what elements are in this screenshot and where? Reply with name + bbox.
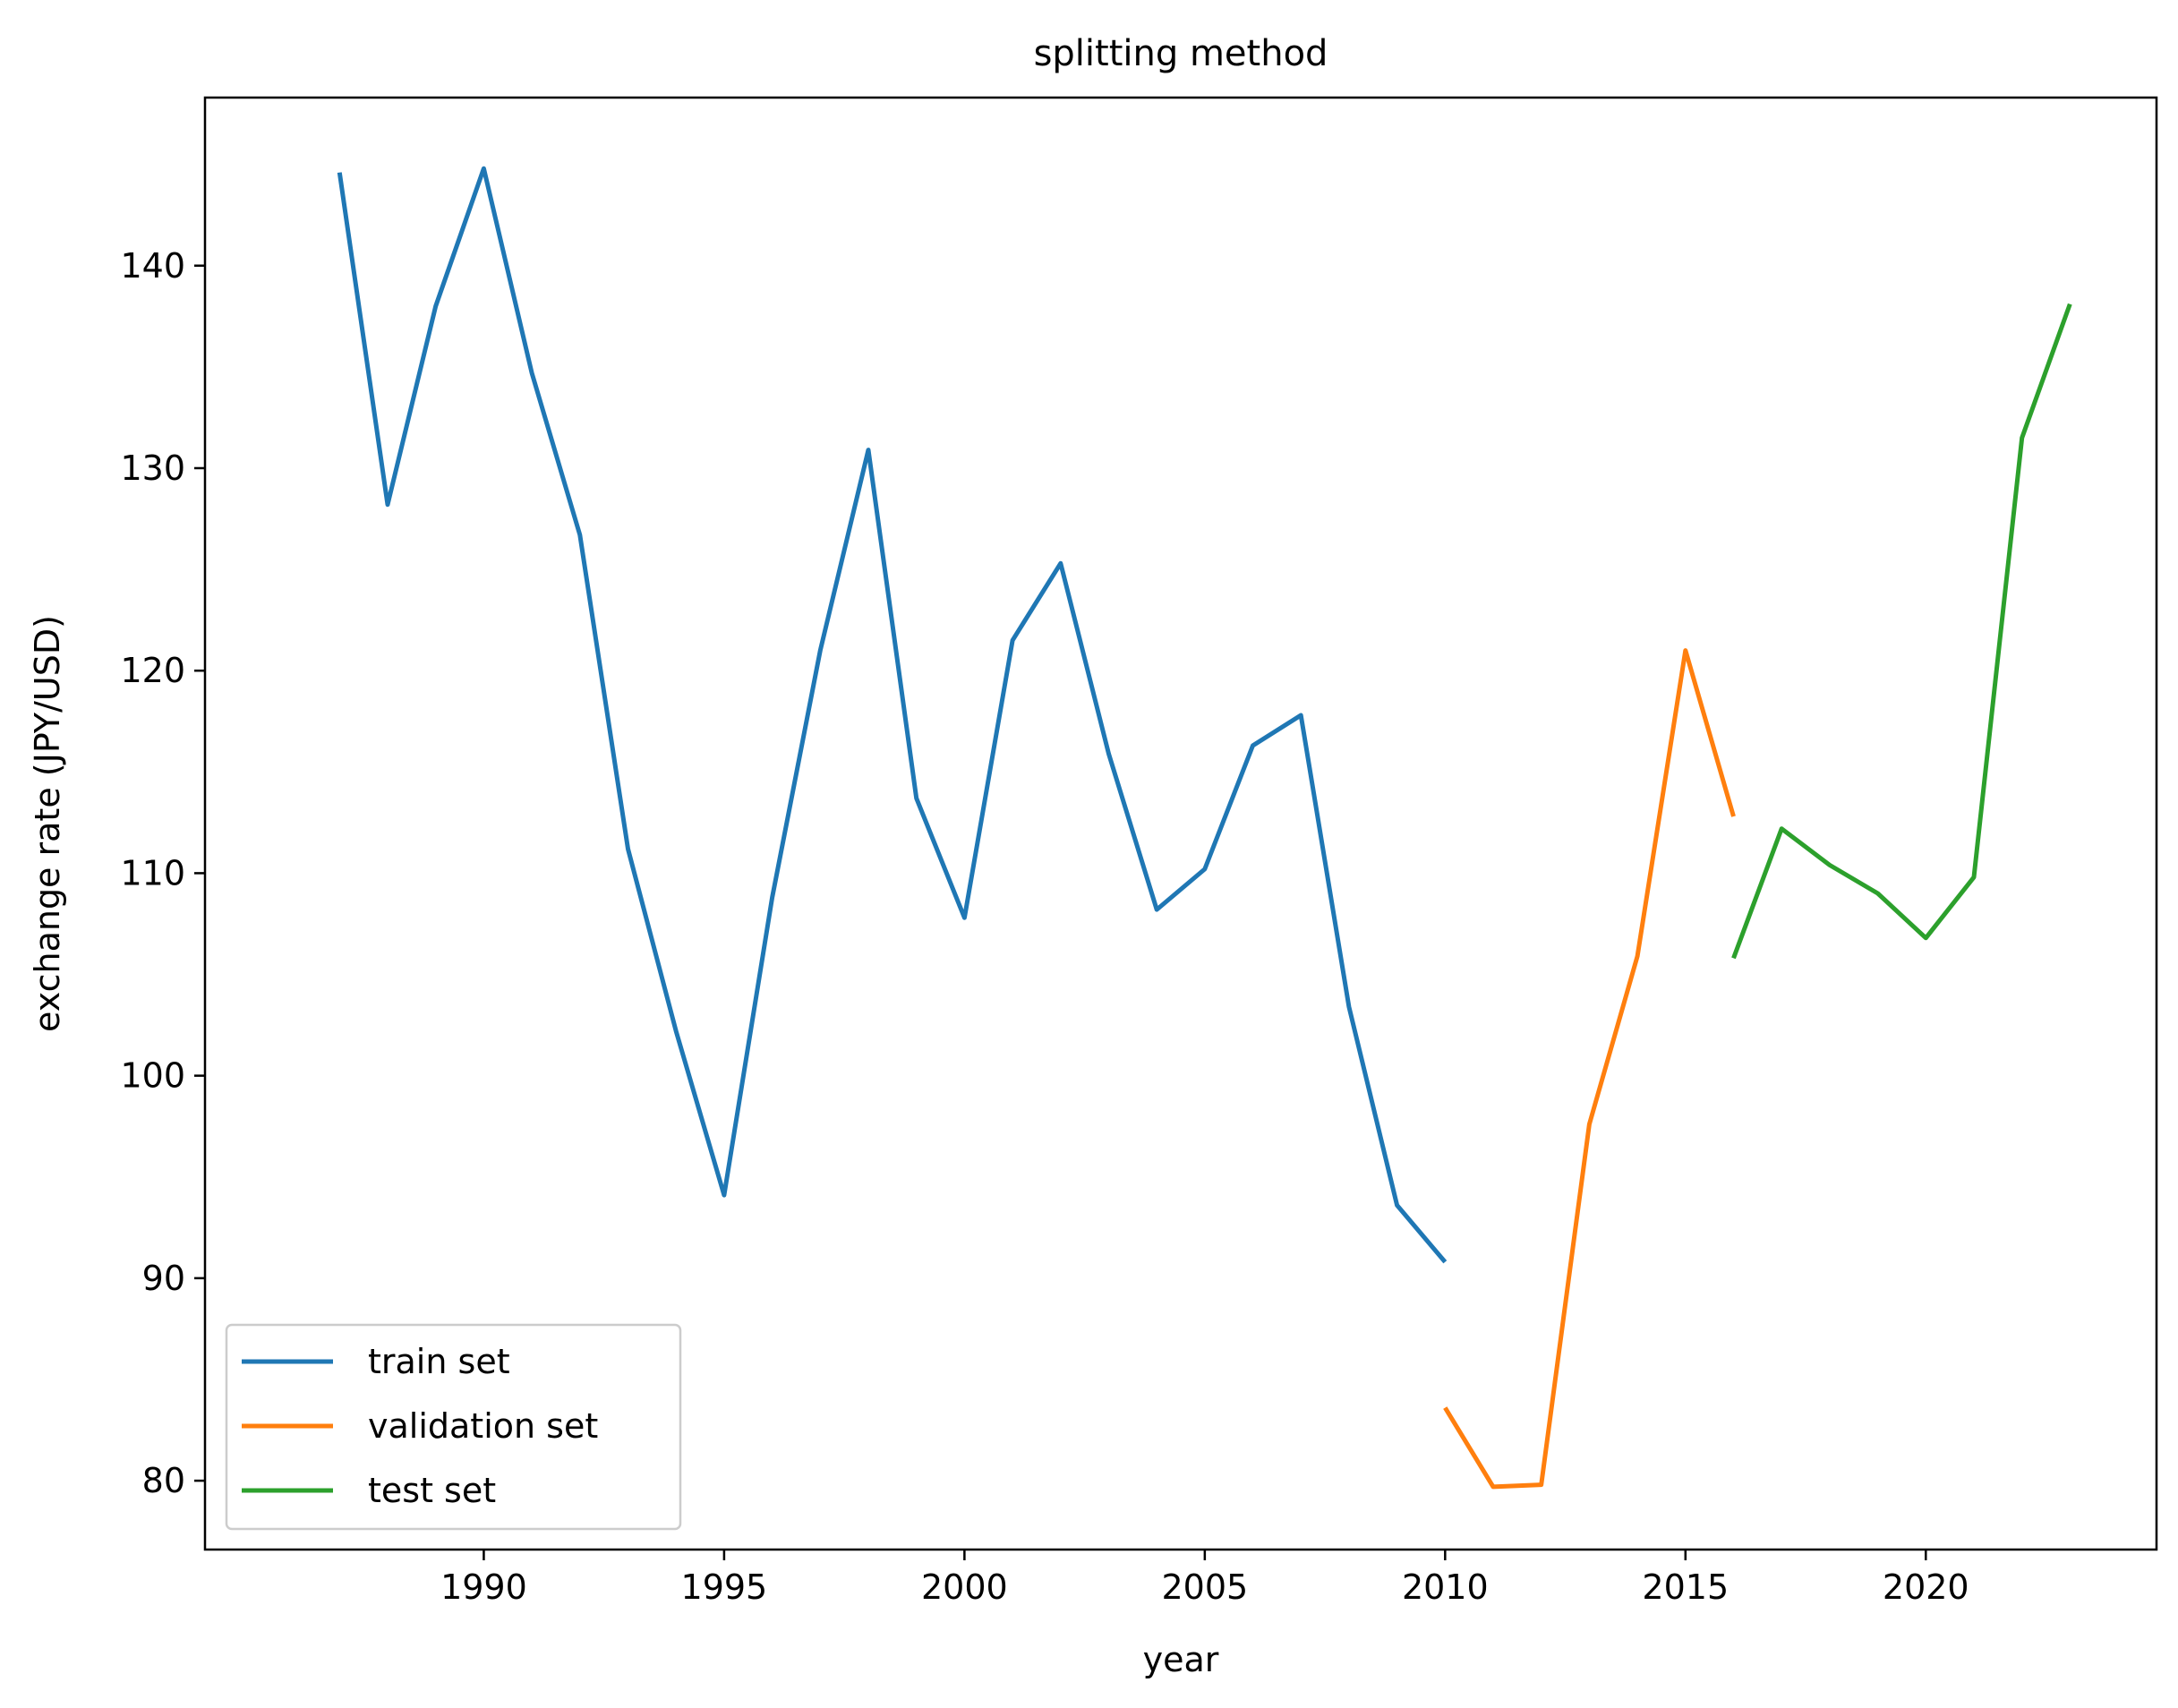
legend-label-2: test set (368, 1471, 496, 1510)
y-tick-label-80: 80 (142, 1461, 185, 1500)
y-tick-label-90: 90 (142, 1259, 185, 1298)
series-layer (337, 166, 2072, 1490)
legend-label-0: train set (368, 1342, 510, 1381)
x-tick-label-2010: 2010 (1402, 1567, 1489, 1607)
x-tick-label-2020: 2020 (1883, 1567, 1969, 1607)
series-line-test-set (1731, 303, 2072, 960)
legend-label-1: validation set (368, 1406, 598, 1446)
x-tick-label-2015: 2015 (1642, 1567, 1729, 1607)
x-axis-label: year (1143, 1640, 1219, 1679)
y-tick-label-100: 100 (120, 1056, 185, 1096)
y-tick-label-110: 110 (120, 853, 185, 892)
legend: train set validation set test set (225, 1323, 682, 1531)
x-tick-label-2000: 2000 (921, 1567, 1008, 1607)
x-tick-label-2005: 2005 (1161, 1567, 1248, 1607)
chart-title: splitting method (1034, 33, 1328, 74)
y-axis-label: exchange rate (JPY/USD) (28, 615, 67, 1032)
axes-layer: 1990 1995 2000 2005 2010 2015 2020 80 90 100 110 12… (120, 246, 1969, 1607)
series-line-validation-set (1443, 648, 1736, 1490)
y-tick-label-140: 140 (120, 246, 185, 286)
x-tick-label-1990: 1990 (440, 1567, 527, 1607)
y-tick-label-120: 120 (120, 651, 185, 690)
y-tick-label-130: 130 (120, 448, 185, 488)
plot-frame (203, 96, 2158, 1551)
legend-box (225, 1323, 682, 1531)
x-tick-label-1995: 1995 (681, 1567, 768, 1607)
series-line-train-set (337, 166, 1448, 1264)
